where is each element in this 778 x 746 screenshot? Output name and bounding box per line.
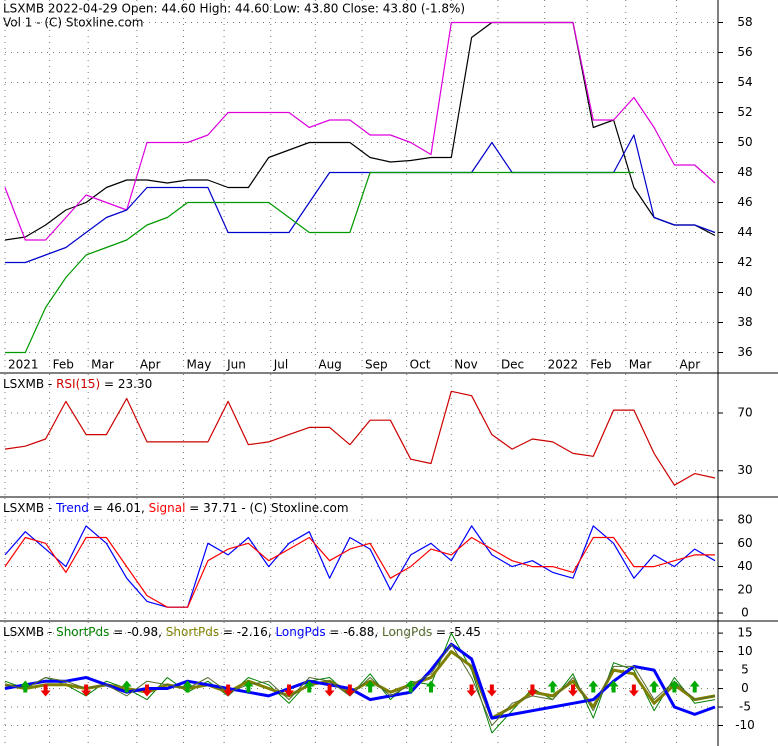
legend-entry: LongPds (382, 625, 432, 639)
legend-entry: ShortPds (166, 625, 219, 639)
legend-entry: Signal (149, 501, 186, 515)
buy-arrow (182, 680, 193, 693)
series-line (4, 642, 716, 720)
header-text: = 23.30 (100, 377, 152, 391)
y-tick-label: 15 (737, 626, 752, 640)
header-text: = -5.45 (432, 625, 481, 639)
buy-arrow (426, 680, 436, 693)
header-text: = -0.98, (109, 625, 165, 639)
y-tick-label: 52 (737, 105, 752, 119)
panel-header: LSXMB - Trend = 46.01, Signal = 37.71 - … (3, 501, 349, 515)
y-tick-label: 42 (737, 255, 752, 269)
x-tick-label: Sep (365, 358, 388, 372)
sell-arrow (486, 684, 497, 697)
series-line (4, 21, 716, 241)
x-tick-label: Apr (140, 358, 161, 372)
header-text: LSXMB - (3, 625, 56, 639)
sell-arrow (324, 684, 335, 697)
buy-arrow (365, 680, 376, 693)
sell-arrow (628, 684, 639, 697)
buy-arrow (669, 680, 680, 693)
x-tick-label: Apr (679, 358, 700, 372)
y-tick-label: 56 (737, 45, 752, 59)
y-tick-label: 80 (737, 513, 752, 527)
y-tick-label: 40 (737, 559, 752, 573)
y-tick-label: 36 (737, 345, 752, 359)
series-line (4, 643, 716, 726)
legend-entry: Trend (55, 501, 89, 515)
header-text: LSXMB - (3, 501, 56, 515)
x-tick-label: Mar (629, 358, 652, 372)
x-tick-label: Feb (590, 358, 611, 372)
y-tick-label: 30 (737, 463, 752, 477)
y-tick-label: 70 (737, 405, 752, 419)
panel-header: LSXMB - ShortPds = -0.98, ShortPds = -2.… (3, 625, 481, 639)
legend-entry: LongPds (275, 625, 325, 639)
buy-arrow (405, 680, 416, 693)
buy-arrow (304, 680, 315, 693)
buy-arrow (588, 680, 599, 693)
y-tick-label: 0 (741, 681, 749, 695)
y-tick-label: 44 (737, 225, 752, 239)
y-tick-label: 0 (741, 606, 749, 620)
sell-arrow (284, 684, 294, 697)
buy-arrow (243, 680, 254, 693)
series-line (4, 390, 716, 486)
legend-entry: RSI(15) (56, 377, 100, 391)
header-text: = -6.88, (326, 625, 382, 639)
y-tick-label: 10 (737, 644, 752, 658)
x-tick-label: May (187, 358, 212, 372)
y-tick-label: 46 (737, 195, 752, 209)
y-tick-label: -5 (739, 700, 751, 714)
y-tick-label: 50 (737, 135, 752, 149)
x-tick-label: Oct (410, 358, 431, 372)
x-tick-label: Mar (91, 358, 114, 372)
y-tick-label: 54 (737, 75, 752, 89)
x-tick-label: Nov (454, 358, 477, 372)
sell-arrow (344, 684, 355, 697)
sell-arrow (81, 684, 92, 697)
buy-arrow (547, 680, 558, 693)
x-tick-label: Aug (318, 358, 341, 372)
y-tick-label: 58 (737, 15, 752, 29)
y-tick-label: 60 (737, 536, 752, 550)
y-tick-label: -10 (735, 718, 755, 732)
y-tick-label: 40 (737, 285, 752, 299)
x-tick-label: Jul (273, 358, 288, 372)
y-tick-label: 20 (737, 582, 752, 596)
buy-arrow (20, 680, 31, 693)
sell-arrow (223, 684, 234, 697)
sell-arrow (466, 684, 477, 697)
header-text: = -2.16, (219, 625, 275, 639)
buy-arrow (608, 680, 619, 693)
legend-entry: ShortPds (56, 625, 109, 639)
sell-arrow (142, 684, 152, 697)
y-tick-label: 48 (737, 165, 752, 179)
y-tick-label: 5 (741, 663, 749, 677)
buy-arrow (121, 680, 132, 693)
x-tick-label: Feb (53, 358, 74, 372)
chart-title: LSXMB 2022-04-29 Open: 44.60 High: 44.60… (3, 2, 465, 16)
header-text: = 46.01, (89, 501, 149, 515)
x-tick-label: 2021 (8, 358, 39, 372)
x-tick-label: 2022 (548, 358, 579, 372)
series-line (5, 171, 634, 354)
series-line (4, 536, 715, 608)
sell-arrow (527, 684, 538, 697)
chart-subtitle: Vol 1 - (C) Stoxline.com (3, 16, 143, 30)
sell-arrow (40, 684, 51, 697)
series-line (4, 21, 716, 241)
x-tick-label: Jun (226, 358, 246, 372)
series-line (4, 525, 716, 608)
panel-header: LSXMB - RSI(15) = 23.30 (3, 377, 152, 391)
header-text: LSXMB - (3, 377, 56, 391)
sell-arrow (568, 684, 578, 697)
buy-arrow (689, 680, 700, 693)
x-tick-label: Dec (501, 358, 524, 372)
buy-arrow (649, 680, 660, 693)
header-text: = 37.71 - (C) Stoxline.com (185, 501, 348, 515)
y-tick-label: 38 (737, 315, 752, 329)
